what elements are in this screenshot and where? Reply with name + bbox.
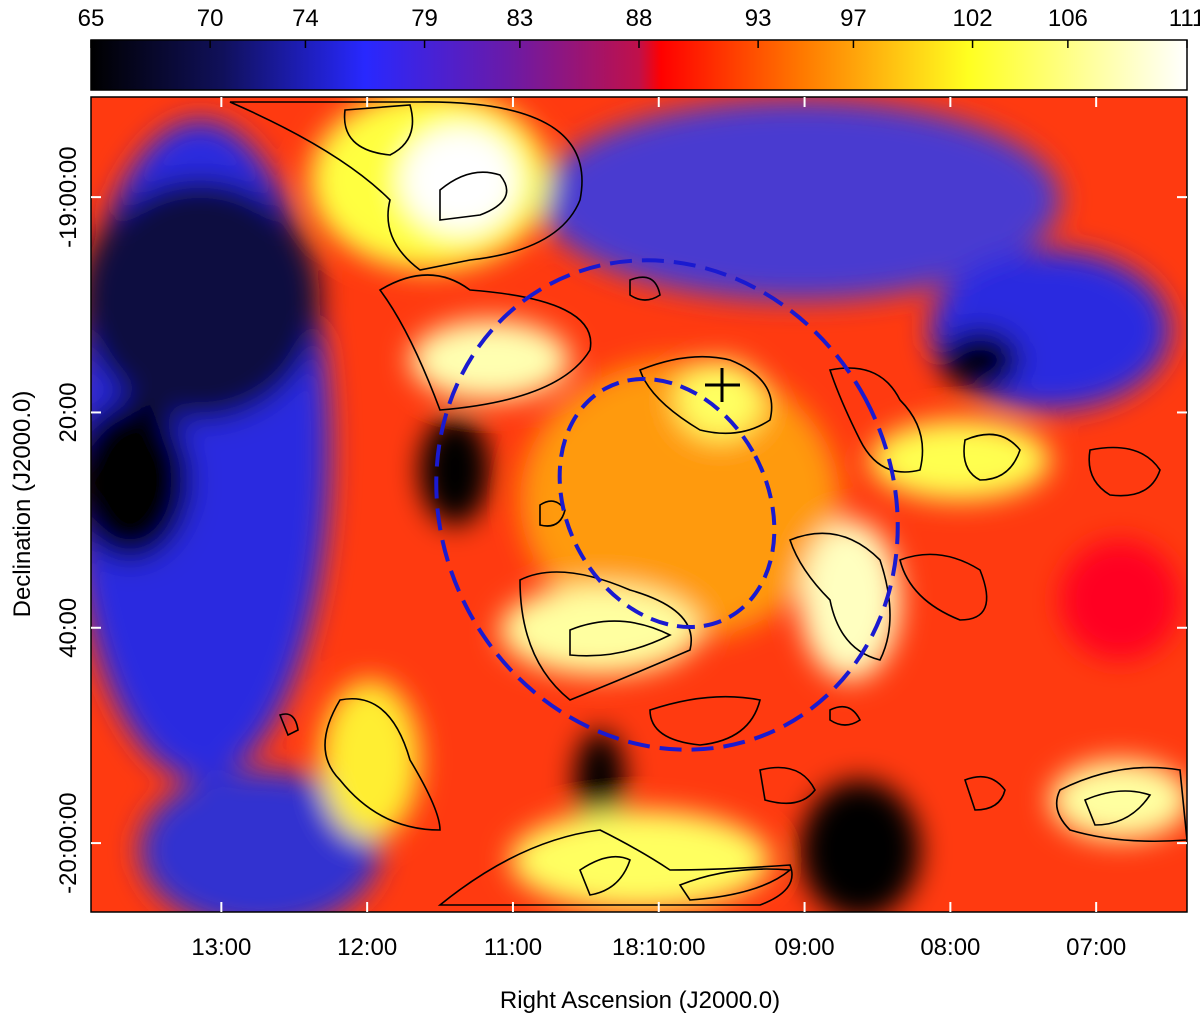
colorbar-tick-label: 65	[78, 5, 105, 32]
colorbar-tick-label: 79	[411, 5, 438, 32]
colorbar-tick-label: 106	[1048, 5, 1088, 32]
y-axis-title: Declination (J2000.0)	[9, 391, 36, 618]
colorbar-tick-label: 97	[840, 5, 867, 32]
colorbar-tick-label: 83	[507, 5, 534, 32]
colorbar-tick-label: 102	[953, 5, 993, 32]
colorbar-tick-label: 88	[626, 5, 653, 32]
x-tick-label: 07:00	[1066, 934, 1126, 961]
y-tick-label: -20:00:00	[55, 792, 82, 893]
x-axis-title: Right Ascension (J2000.0)	[500, 987, 780, 1014]
y-tick-label: 40:00	[55, 598, 82, 658]
colorbar-tick-label: 93	[745, 5, 772, 32]
y-tick-label: -19:00:00	[55, 146, 82, 247]
x-tick-label: 11:00	[484, 934, 542, 961]
x-tick-label: 18:10:00	[612, 934, 705, 961]
x-tick-label: 13:00	[191, 934, 251, 961]
x-tick-label: 09:00	[775, 934, 835, 961]
x-tick-label: 12:00	[337, 934, 397, 961]
x-tick-label: 08:00	[920, 934, 980, 961]
plot-frame	[90, 96, 1188, 913]
colorbar-tick-label: 70	[197, 5, 224, 32]
colorbar-tick-label: 111	[1169, 5, 1200, 32]
colorbar	[90, 39, 1188, 91]
sky-image	[91, 97, 1187, 912]
colorbar-tick-label: 74	[292, 5, 319, 32]
y-tick-label: 20:00	[55, 382, 82, 442]
